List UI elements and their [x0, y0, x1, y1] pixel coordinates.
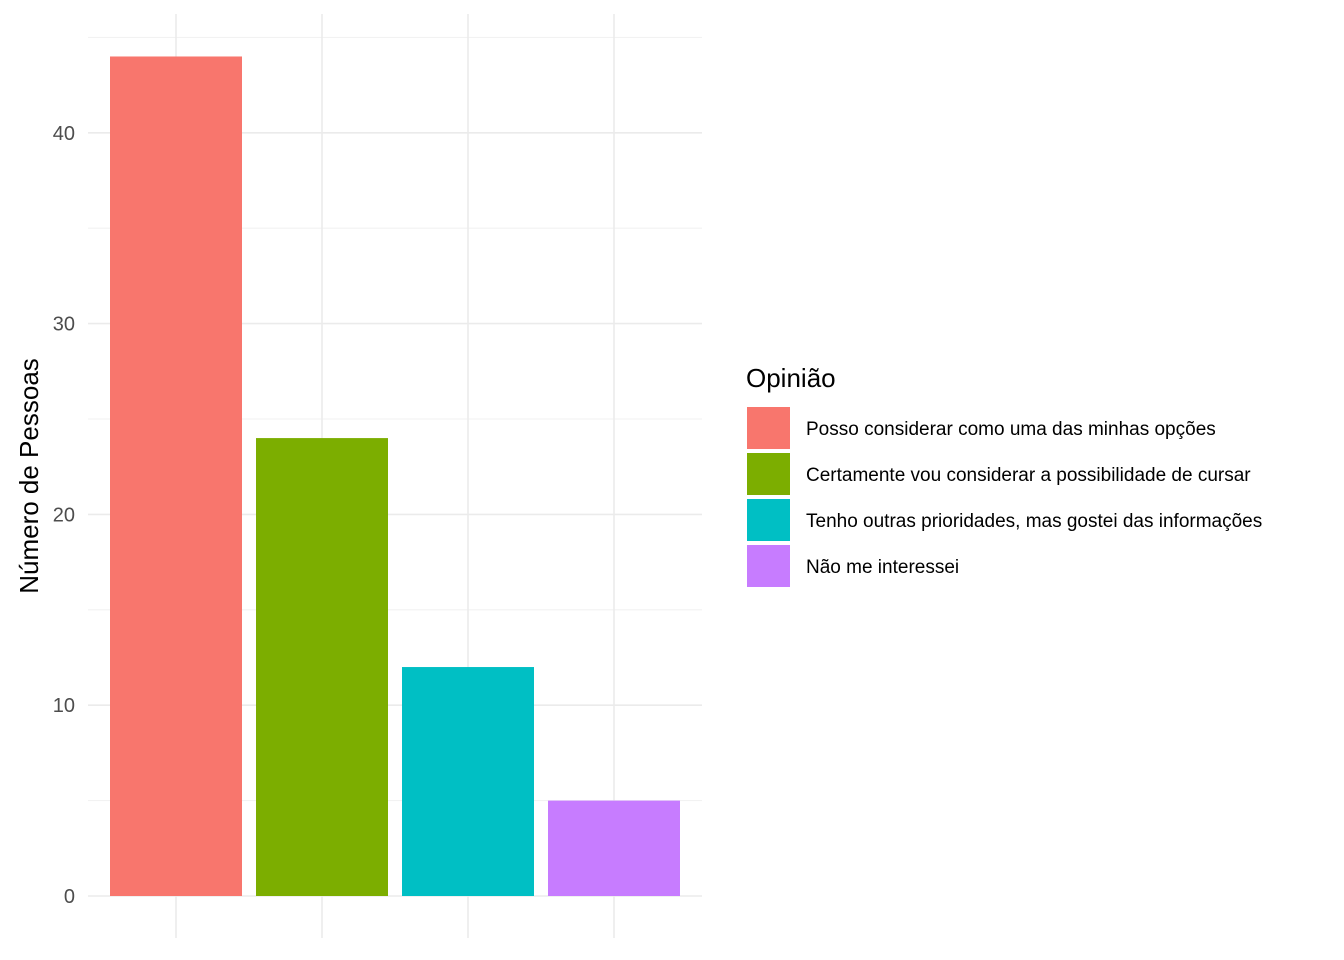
legend-label: Posso considerar como uma das minhas opç…	[806, 419, 1216, 440]
legend-label: Não me interessei	[806, 557, 959, 578]
legend-key	[747, 499, 790, 541]
legend: Opinião Posso considerar como uma das mi…	[746, 363, 1262, 587]
legend-key	[747, 545, 790, 587]
y-tick-label: 40	[53, 123, 75, 145]
legend-key	[747, 453, 790, 495]
legend-key	[747, 407, 790, 449]
y-tick-label: 20	[53, 504, 75, 526]
bar	[110, 56, 242, 897]
bar	[548, 800, 680, 896]
legend-title: Opinião	[746, 363, 836, 393]
legend-label: Tenho outras prioridades, mas gostei das…	[806, 511, 1262, 532]
y-tick-labels: 0 10 20 30 40	[53, 123, 75, 908]
y-tick-label: 30	[53, 314, 75, 336]
bars-layer	[110, 56, 680, 897]
bar	[402, 667, 534, 896]
y-tick-label: 10	[53, 695, 75, 717]
legend-label: Certamente vou considerar a possibilidad…	[806, 465, 1251, 486]
y-axis-title: Número de Pessoas	[14, 358, 44, 594]
bar	[256, 438, 388, 896]
y-tick-label: 0	[64, 886, 75, 908]
